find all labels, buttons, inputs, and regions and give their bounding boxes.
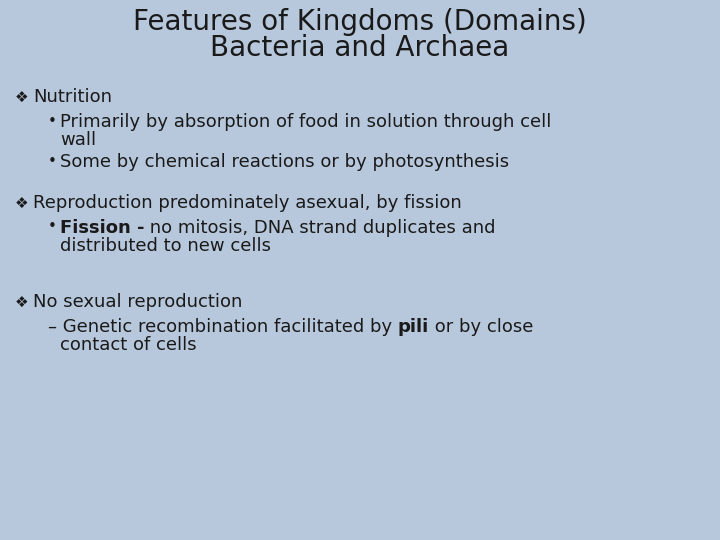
Text: •: • — [48, 154, 56, 169]
Text: No sexual reproduction: No sexual reproduction — [33, 293, 243, 311]
Text: – Genetic recombination facilitated by: – Genetic recombination facilitated by — [48, 318, 398, 336]
Text: Fission -: Fission - — [60, 219, 145, 237]
Text: Primarily by absorption of food in solution through cell: Primarily by absorption of food in solut… — [60, 113, 552, 131]
Text: wall: wall — [60, 131, 96, 149]
Text: •: • — [48, 219, 56, 234]
Text: Bacteria and Archaea: Bacteria and Archaea — [210, 34, 510, 62]
Text: distributed to new cells: distributed to new cells — [60, 237, 271, 255]
Text: ❖: ❖ — [15, 90, 29, 105]
Text: ❖: ❖ — [15, 196, 29, 211]
Text: or by close: or by close — [429, 318, 534, 336]
Text: Nutrition: Nutrition — [33, 88, 112, 106]
Text: Some by chemical reactions or by photosynthesis: Some by chemical reactions or by photosy… — [60, 153, 509, 171]
Text: ❖: ❖ — [15, 295, 29, 310]
Text: contact of cells: contact of cells — [60, 336, 197, 354]
Text: no mitosis, DNA strand duplicates and: no mitosis, DNA strand duplicates and — [145, 219, 496, 237]
Text: Reproduction predominately asexual, by fission: Reproduction predominately asexual, by f… — [33, 194, 462, 212]
Text: •: • — [48, 114, 56, 129]
Text: pili: pili — [398, 318, 429, 336]
Text: Features of Kingdoms (Domains): Features of Kingdoms (Domains) — [133, 8, 587, 36]
